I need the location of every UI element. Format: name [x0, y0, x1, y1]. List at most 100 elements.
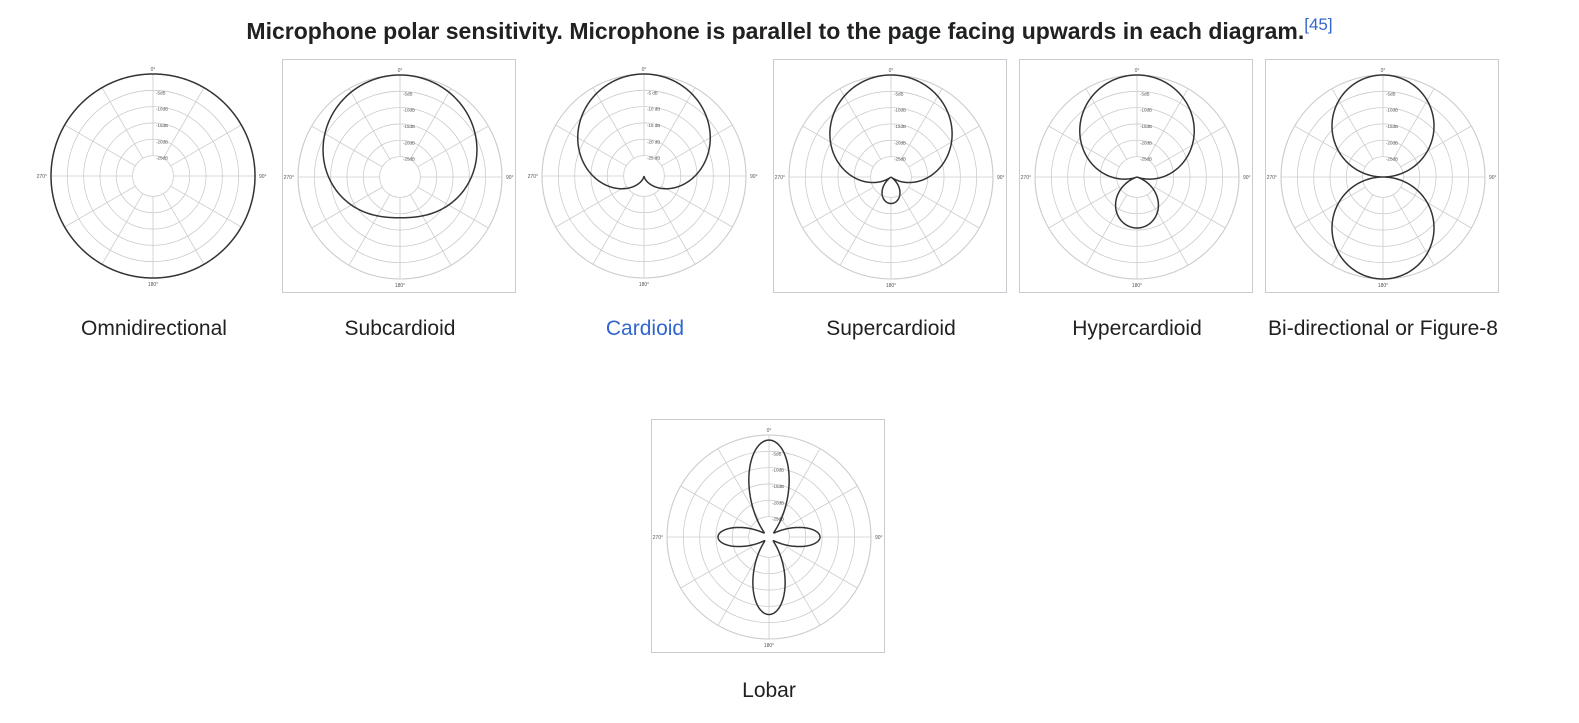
- polar-plot-hypercardioid[interactable]: 0° 90° 180° 270° -5dB -10dB -15dB -20dB -25dB: [1019, 59, 1253, 293]
- angle-tick-label: 0°: [1135, 68, 1140, 74]
- grid-spoke: [1400, 186, 1472, 229]
- grid-spoke: [839, 88, 882, 160]
- grid-spoke: [1048, 186, 1120, 229]
- polar-grid: 0° 90° 180° 270° -5dB -10dB -15dB -20dB -25dB: [1267, 68, 1497, 289]
- polar-plot-supercardioid[interactable]: 0° 90° 180° 270° -5dB -10dB -15dB -20dB -25dB: [773, 59, 1007, 293]
- angle-tick-label: 90°: [506, 175, 514, 181]
- angle-tick-label: 180°: [1378, 283, 1388, 289]
- db-ring-label: -10dB: [1386, 108, 1398, 113]
- angle-tick-label: 180°: [639, 282, 649, 288]
- db-ring-label: -25dB: [156, 156, 168, 161]
- grid-spoke: [1154, 186, 1226, 229]
- grid-ring: [1116, 156, 1158, 198]
- diagram-label: Hypercardioid: [1072, 317, 1202, 340]
- polar-plot-subcardioid[interactable]: 0° 90° 180° 270° -5dB -10dB -15dB -20dB -25dB: [282, 59, 516, 293]
- grid-spoke: [170, 185, 242, 228]
- db-ring-label: -20dB: [894, 140, 906, 145]
- grid-spoke: [661, 185, 733, 228]
- polar-pattern-curve: [829, 74, 953, 205]
- angle-tick-label: 180°: [886, 283, 896, 289]
- angle-tick-label: 0°: [642, 67, 647, 73]
- grid-spoke: [653, 87, 696, 159]
- grid-spoke: [1294, 125, 1366, 168]
- db-ring-label: -20 dB: [647, 139, 660, 144]
- grid-spoke: [101, 87, 144, 159]
- grid-ring: [870, 156, 912, 198]
- db-ring-label: -25dB: [403, 157, 415, 162]
- grid-spoke: [908, 125, 980, 168]
- db-ring-label: -25dB: [772, 517, 784, 522]
- angle-tick-label: 270°: [528, 174, 538, 180]
- grid-spoke: [555, 185, 627, 228]
- diagram-label: Subcardioid: [344, 317, 456, 340]
- grid-spoke: [802, 125, 874, 168]
- grid-spoke: [839, 194, 882, 266]
- figure-caption: Microphone polar sensitivity. Microphone…: [0, 14, 1579, 48]
- db-ring-label: -15dB: [1140, 124, 1152, 129]
- grid-ring: [132, 155, 174, 197]
- grid-spoke: [555, 124, 627, 167]
- angle-tick-label: 90°: [259, 174, 267, 180]
- db-ring-label: -5dB: [894, 91, 904, 96]
- diagram-label: Supercardioid: [826, 317, 956, 340]
- grid-spoke: [417, 125, 489, 168]
- grid-spoke: [409, 194, 452, 266]
- polar-grid: 0° 90° 180° 270° -5 dB -10 dB -15 dB -20 dB -25 …: [528, 67, 758, 288]
- db-ring-label: -5dB: [1386, 91, 1396, 96]
- db-ring-label: -25dB: [1386, 157, 1398, 162]
- db-ring-label: -15dB: [772, 484, 784, 489]
- polar-pattern-curve: [717, 439, 821, 616]
- db-ring-label: -20dB: [1386, 140, 1398, 145]
- grid-spoke: [778, 448, 821, 520]
- grid-spoke: [717, 554, 760, 626]
- grid-spoke: [170, 124, 242, 167]
- polar-plot-bidirectional[interactable]: 0° 90° 180° 270° -5dB -10dB -15dB -20dB -25dB: [1265, 59, 1499, 293]
- angle-tick-label: 90°: [750, 174, 758, 180]
- polar-grid: 0° 90° 180° 270° -5dB -10dB -15dB -20dB -25dB: [284, 68, 514, 289]
- grid-spoke: [1146, 88, 1189, 160]
- db-ring-label: -10dB: [894, 108, 906, 113]
- grid-spoke: [802, 186, 874, 229]
- db-ring-label: -10dB: [772, 468, 784, 473]
- citation-link[interactable]: [45]: [1304, 15, 1333, 34]
- db-ring-label: -15dB: [403, 124, 415, 129]
- grid-spoke: [1085, 88, 1128, 160]
- grid-spoke: [64, 124, 136, 167]
- db-ring-label: -15dB: [1386, 124, 1398, 129]
- grid-spoke: [1085, 194, 1128, 266]
- grid-spoke: [162, 193, 205, 265]
- grid-spoke: [1048, 125, 1120, 168]
- db-ring-label: -20dB: [772, 500, 784, 505]
- db-ring-label: -5dB: [156, 90, 166, 95]
- grid-spoke: [592, 87, 635, 159]
- angle-tick-label: 90°: [875, 535, 883, 541]
- polar-pattern-curve: [1079, 74, 1195, 229]
- diagram-label-link[interactable]: Cardioid: [605, 317, 685, 340]
- polar-pattern-curve: [1331, 74, 1435, 280]
- angle-tick-label: 0°: [889, 68, 894, 74]
- db-ring-label: -20dB: [403, 140, 415, 145]
- grid-spoke: [653, 193, 696, 265]
- grid-spoke: [311, 186, 383, 229]
- db-ring-label: -10 dB: [647, 107, 660, 112]
- polar-plot-omnidirectional[interactable]: 0° 90° 180° 270° -5dB -10dB -15dB -20dB -25dB: [36, 59, 270, 293]
- angle-tick-label: 90°: [1243, 175, 1251, 181]
- polar-pattern-curve: [322, 74, 478, 219]
- diagram-label: Lobar: [742, 679, 796, 702]
- angle-tick-label: 270°: [284, 175, 294, 181]
- grid-spoke: [717, 448, 760, 520]
- angle-tick-label: 180°: [764, 643, 774, 649]
- polar-plot-lobar[interactable]: 0° 90° 180° 270° -5dB -10dB -15dB -20dB -25dB: [651, 419, 885, 653]
- angle-tick-label: 0°: [398, 68, 403, 74]
- grid-spoke: [900, 194, 943, 266]
- grid-spoke: [786, 485, 858, 528]
- polar-grid: 0° 90° 180° 270° -5dB -10dB -15dB -20dB -25dB: [37, 67, 267, 288]
- polar-pattern-curve: [577, 73, 711, 190]
- caption-text: Microphone polar sensitivity. Microphone…: [246, 18, 1305, 44]
- polar-plot-cardioid[interactable]: 0° 90° 180° 270° -5 dB -10 dB -15 dB -20 dB -25 …: [527, 59, 761, 293]
- diagram-label: Bi-directional or Figure-8: [1268, 317, 1498, 340]
- angle-tick-label: 0°: [767, 428, 772, 434]
- polar-pattern-curve: [50, 73, 256, 279]
- db-ring-label: -15dB: [156, 123, 168, 128]
- angle-tick-label: 270°: [1267, 175, 1277, 181]
